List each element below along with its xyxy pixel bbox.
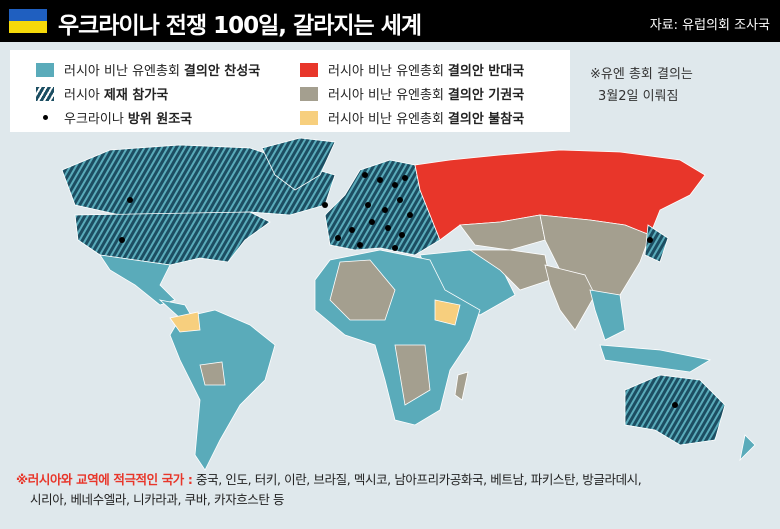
hatch-swatch-icon — [36, 86, 54, 101]
footnote: ※러시아와 교역에 적극적인 국가 : 중국, 인도, 터키, 이란, 브라질,… — [16, 470, 642, 510]
legend-text: 러시아 비난 유엔총회 — [328, 112, 444, 127]
dot-icon — [36, 111, 54, 125]
australia — [624, 374, 726, 446]
note-line: 3월2일 이뤄짐 — [598, 89, 679, 104]
greenland — [261, 137, 336, 191]
legend-item-favor: 러시아 비난 유엔총회 결의안 찬성국 — [36, 60, 260, 79]
venezuela — [169, 311, 201, 333]
aid-dots — [119, 172, 678, 408]
aid-dot — [407, 212, 413, 218]
legend-bold: 방위 원조국 — [127, 112, 193, 127]
legend-bold: 제재 참가국 — [103, 88, 169, 103]
legend-text: 러시아 비난 유엔총회 — [328, 88, 444, 103]
legend-item-aid: 우크라이나 방위 원조국 — [36, 108, 192, 127]
legend-item-abstain: 러시아 비난 유엔총회 결의안 기권국 — [300, 84, 524, 103]
ukraine-flag-icon — [9, 9, 47, 33]
gray-swatch-icon — [300, 86, 318, 101]
japan — [644, 224, 669, 263]
aid-dot — [397, 197, 403, 203]
note-line: ※유엔 총회 결의는 — [590, 67, 693, 82]
footnote-line: 시리아, 베네수엘라, 니카라과, 쿠바, 카자흐스탄 등 — [30, 492, 285, 507]
aid-dot — [369, 219, 375, 225]
legend-bold: 결의안 불참국 — [447, 112, 525, 127]
red-swatch-icon — [300, 62, 318, 77]
source-label: 자료: 유럽의회 조사국 — [649, 18, 770, 33]
legend: 러시아 비난 유엔총회 결의안 찬성국 러시아 제재 참가국 우크라이나 방위 원조국… — [10, 50, 570, 132]
legend-bold: 결의안 찬성국 — [183, 64, 261, 79]
legend-bold: 결의안 기권국 — [447, 88, 525, 103]
legend-text: 러시아 비난 유엔총회 — [328, 64, 444, 79]
aid-dot — [399, 232, 405, 238]
aid-dot — [672, 402, 678, 408]
legend-text: 우크라이나 — [64, 112, 124, 127]
world-map — [61, 137, 756, 471]
aid-dot — [335, 235, 341, 241]
legend-item-sanction: 러시아 제재 참가국 — [36, 84, 168, 103]
india — [544, 264, 596, 331]
ethiopia — [434, 299, 461, 326]
legend-bold: 결의안 반대국 — [447, 64, 525, 79]
aid-dot — [127, 197, 133, 203]
aid-dot — [392, 245, 398, 251]
footnote-label: ※러시아와 교역에 적극적인 국가 : — [16, 472, 193, 487]
footnote-line: 중국, 인도, 터키, 이란, 브라질, 멕시코, 남아프리카공화국, 베트남,… — [196, 472, 642, 487]
aid-dot — [647, 237, 653, 243]
indonesia — [599, 344, 712, 373]
africa-abstain-south — [394, 344, 431, 406]
legend-item-absent: 러시아 비난 유엔총회 결의안 불참국 — [300, 108, 524, 127]
aid-dot — [392, 182, 398, 188]
bolivia — [199, 361, 226, 386]
aid-dot — [377, 177, 383, 183]
aid-dot — [322, 202, 328, 208]
yellow-swatch-icon — [300, 110, 318, 125]
aid-dot — [349, 227, 355, 233]
aid-dot — [357, 242, 363, 248]
header: 우크라이나 전쟁 100일, 갈라지는 세계 자료: 유럽의회 조사국 — [0, 0, 780, 42]
legend-text: 러시아 비난 유엔총회 — [64, 64, 180, 79]
aid-dot — [382, 207, 388, 213]
madagascar — [454, 371, 469, 401]
usa — [74, 211, 271, 266]
aid-dot — [365, 202, 371, 208]
new-zealand — [739, 434, 756, 462]
south-america — [169, 309, 276, 471]
legend-text: 러시아 — [64, 88, 100, 103]
africa-abstain — [329, 259, 396, 321]
southeast-asia — [589, 289, 626, 341]
legend-item-against: 러시아 비난 유엔총회 결의안 반대국 — [300, 60, 524, 79]
aid-dot — [119, 237, 125, 243]
note: ※유엔 총회 결의는 3월2일 이뤄짐 — [590, 64, 693, 108]
page-title: 우크라이나 전쟁 100일, 갈라지는 세계 — [58, 13, 422, 39]
teal-swatch-icon — [36, 62, 54, 77]
aid-dot — [402, 175, 408, 181]
aid-dot — [362, 172, 368, 178]
aid-dot — [385, 225, 391, 231]
